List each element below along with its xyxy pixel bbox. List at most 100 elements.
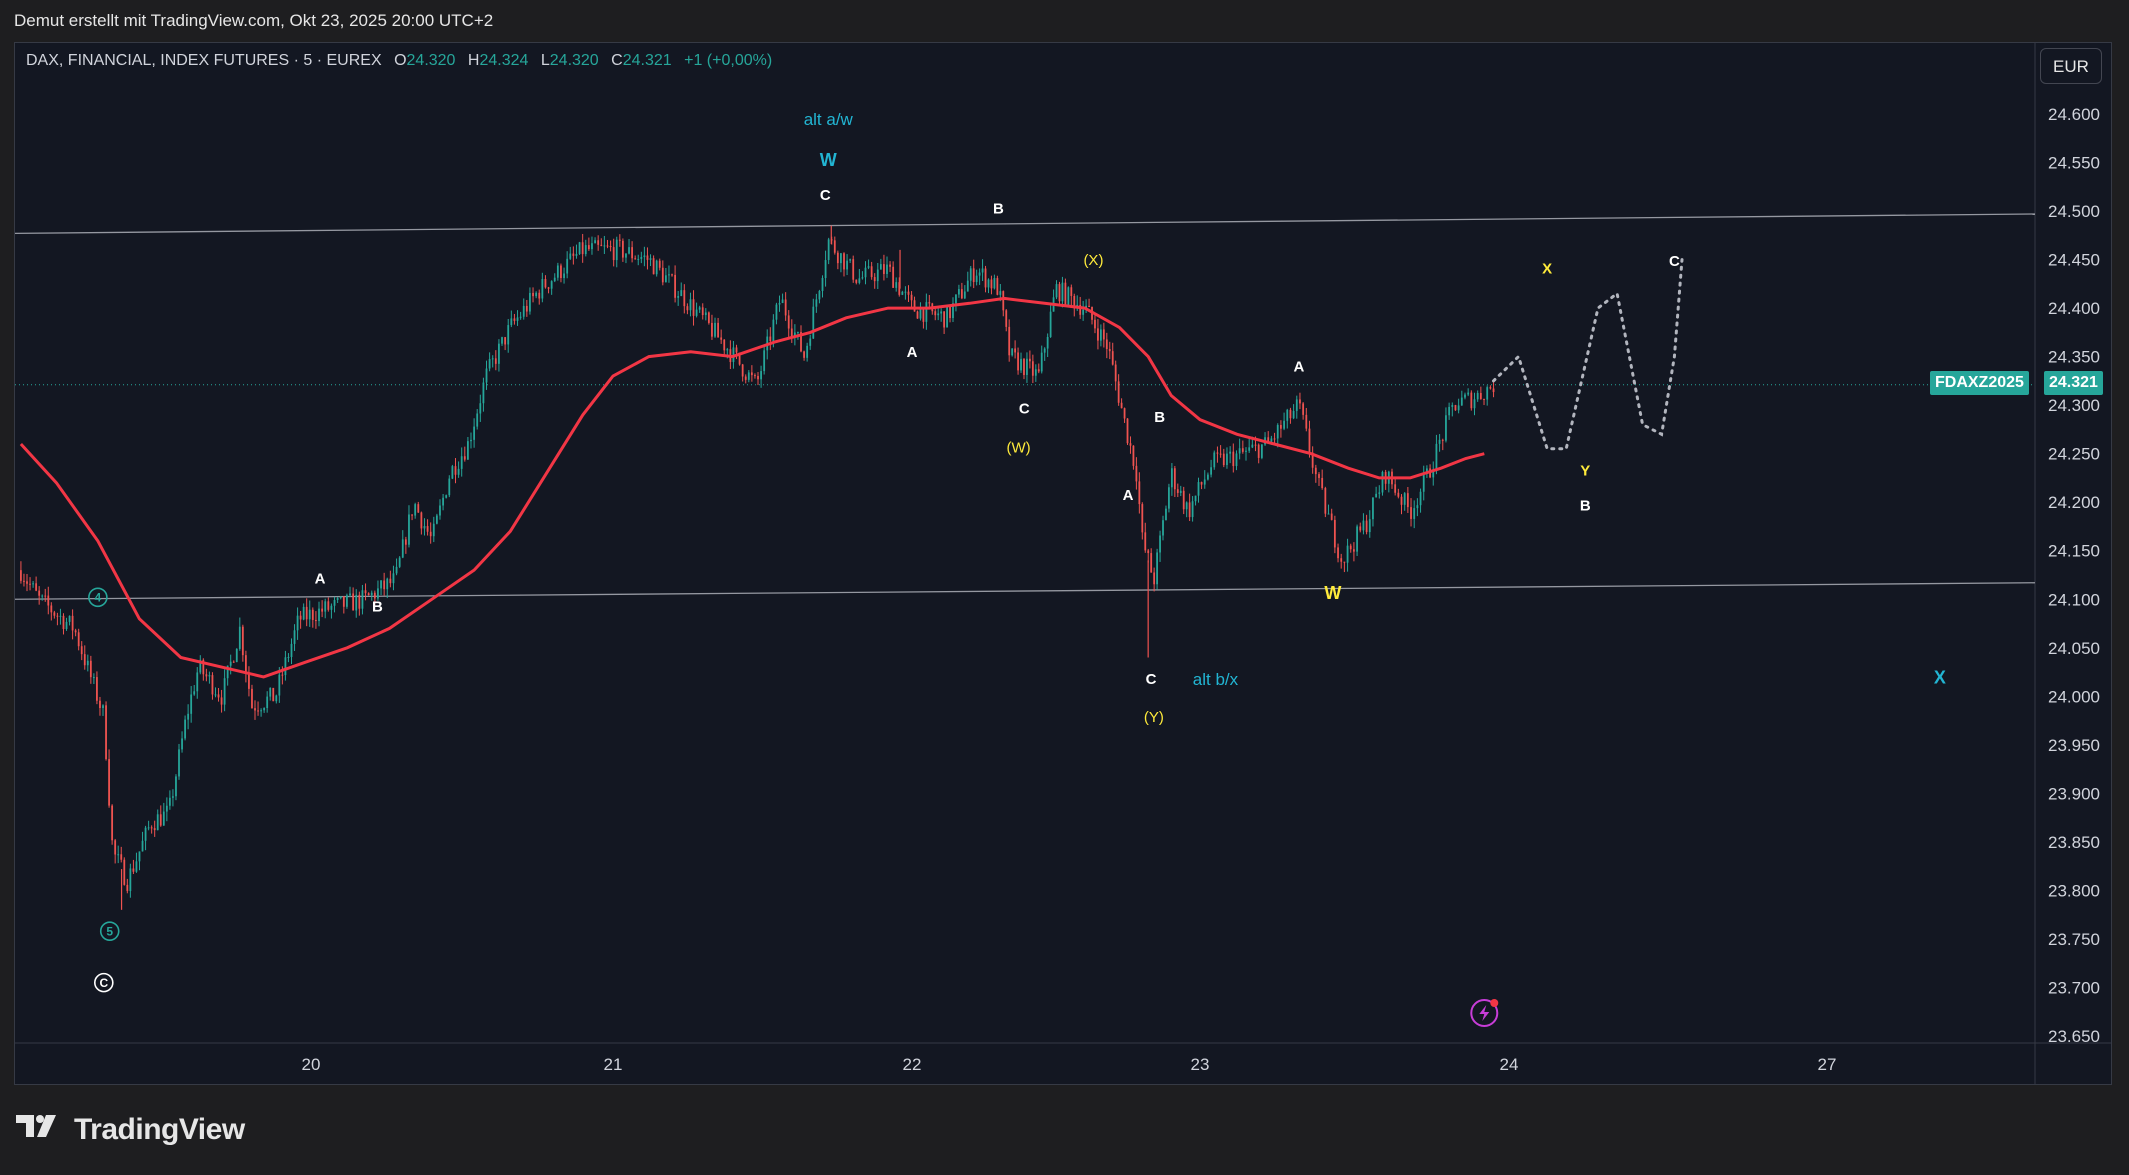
candle-body	[507, 325, 510, 345]
candle-body	[311, 609, 314, 620]
candle-body	[47, 595, 50, 606]
wave-label: (W)	[1006, 439, 1030, 456]
candle-body	[404, 539, 407, 545]
y-tick-label: 24.250	[2048, 445, 2100, 464]
candle-body	[1435, 443, 1438, 471]
candle-body	[254, 708, 256, 711]
candle-body	[581, 242, 584, 255]
wave-label: A	[1123, 487, 1134, 504]
chart-area[interactable]: 24.600 24.550 24.500 24.450 24.400 24.350 24.3…	[14, 42, 2112, 1085]
candle-body	[996, 278, 999, 295]
candle-body	[408, 514, 410, 545]
candle-body	[1343, 561, 1346, 563]
candle-body	[238, 626, 241, 649]
candle-body	[1467, 392, 1470, 395]
candle-body	[485, 368, 488, 383]
candle-body	[937, 313, 940, 316]
symbol-name[interactable]: DAX, FINANCIAL, INDEX FUTURES · 5 · EURE…	[26, 52, 382, 69]
candle-body	[1451, 405, 1454, 407]
candle-body	[141, 840, 144, 852]
wave-label: alt a/w	[804, 110, 854, 129]
currency-button[interactable]: EUR	[2040, 48, 2102, 84]
candle-body	[781, 299, 784, 304]
candle-body	[392, 573, 395, 584]
candle-body	[488, 359, 491, 369]
wave-label: C	[820, 187, 831, 204]
candle-body	[569, 253, 572, 259]
candle-body	[1210, 467, 1212, 475]
candle-body	[664, 275, 667, 283]
candle-body	[150, 827, 153, 829]
candle-body	[575, 253, 578, 256]
candle-body	[1438, 439, 1441, 444]
candle-body	[1476, 393, 1479, 400]
candle-body	[867, 266, 870, 268]
chart-canvas[interactable]: 24.600 24.550 24.500 24.450 24.400 24.350 24.3…	[15, 43, 2112, 1085]
candle-body	[491, 358, 494, 360]
candle-body	[916, 311, 919, 319]
candle-body	[587, 245, 590, 250]
candle-body	[1088, 305, 1090, 307]
candle-body	[226, 665, 229, 679]
candle-body	[129, 868, 132, 892]
candle-body	[984, 268, 987, 288]
candle-body	[389, 578, 392, 584]
candle-body	[646, 255, 649, 260]
channel-trendline	[15, 213, 2036, 235]
candle-body	[901, 291, 904, 295]
wave-label: A	[907, 344, 918, 361]
candle-body	[117, 854, 120, 856]
candle-body	[74, 630, 77, 633]
candle-body	[435, 515, 438, 524]
candle-body	[361, 590, 364, 609]
tradingview-brand[interactable]: TradingView	[16, 1110, 245, 1150]
candle-body	[1292, 410, 1295, 419]
candle-body	[720, 337, 723, 340]
candle-body	[836, 252, 839, 264]
candle-body	[501, 337, 503, 344]
candle-body	[516, 317, 519, 321]
candle-body	[284, 657, 287, 676]
candle-body	[723, 339, 726, 351]
candle-body	[1416, 505, 1419, 509]
candle-body	[1014, 348, 1017, 353]
candle-body	[1321, 477, 1324, 489]
candle-body	[463, 456, 466, 460]
candle-body	[603, 245, 606, 247]
candle-body	[1141, 504, 1144, 533]
candle-body	[1170, 468, 1173, 488]
candle-body	[199, 659, 202, 673]
candle-body	[966, 280, 969, 292]
candle-body	[77, 632, 80, 647]
candle-body	[1132, 445, 1135, 466]
candle-body	[793, 332, 796, 337]
candle-body	[609, 246, 612, 248]
candle-body	[386, 578, 389, 590]
candle-body	[377, 588, 379, 599]
candle-body	[1156, 552, 1158, 585]
candle-body	[383, 580, 386, 590]
y-tick-label: 24.100	[2048, 590, 2100, 609]
candle-body	[102, 705, 104, 709]
candle-body	[342, 596, 345, 607]
candle-body	[1020, 358, 1022, 371]
candle-body	[1254, 444, 1257, 446]
wave-projection-path	[1492, 258, 1684, 451]
wave-label: W	[820, 150, 837, 170]
change-value: +1 (+0,00%)	[684, 52, 773, 69]
candle-body	[532, 292, 534, 297]
candle-body	[86, 660, 89, 666]
candle-body	[806, 345, 809, 358]
candle-body	[1008, 326, 1011, 356]
last-price-tag: 24.321	[2044, 371, 2103, 395]
wave-label: C	[99, 976, 108, 990]
candle-body	[744, 376, 747, 380]
candle-body	[454, 466, 457, 475]
candle-body	[1102, 329, 1105, 340]
candle-body	[815, 299, 818, 307]
candle-body	[315, 619, 317, 622]
candle-body	[1454, 405, 1457, 411]
candle-body	[494, 358, 497, 364]
candle-body	[1460, 397, 1463, 406]
candle-body	[251, 688, 253, 709]
